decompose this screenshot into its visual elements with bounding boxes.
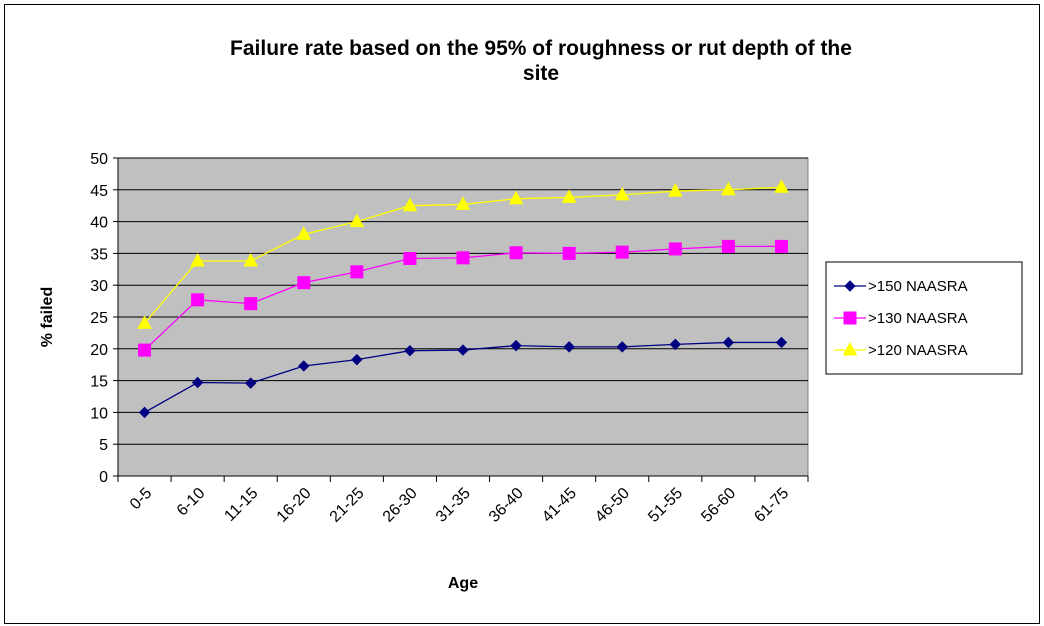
y-tick-label: 45 (90, 183, 108, 200)
data-point (455, 196, 471, 210)
y-tick-label: 30 (90, 278, 108, 295)
series-layer (137, 179, 789, 419)
y-tick-label: 20 (90, 342, 108, 359)
x-tick-label: 6-10 (174, 485, 209, 520)
y-tick-label: 40 (90, 215, 108, 232)
y-tick-label: 5 (99, 437, 108, 454)
x-tick-label: 61-75 (751, 485, 792, 526)
x-tick-label: 51-55 (645, 485, 686, 526)
data-point (562, 246, 576, 260)
y-tick-label: 35 (90, 246, 108, 263)
x-tick-label: 26-30 (380, 485, 421, 526)
data-point (296, 226, 312, 240)
data-point (138, 343, 152, 357)
y-tick-label: 15 (90, 374, 108, 391)
data-point (244, 377, 257, 389)
data-point (298, 360, 310, 372)
legend-label: >150 NAASRA (868, 278, 968, 295)
data-point (349, 213, 365, 228)
legend-label: >120 NAASRA (868, 342, 968, 359)
data-point (137, 315, 152, 329)
data-point (667, 183, 683, 197)
series-square (138, 239, 788, 357)
y-tick-labels: 0 5 10 15 20 25 30 35 40 45 50 (90, 151, 108, 486)
y-tick-label: 10 (90, 405, 108, 422)
data-point (350, 265, 364, 279)
data-point (508, 190, 524, 205)
data-point (191, 376, 204, 389)
x-axis-title: Age (448, 575, 478, 592)
data-point (297, 276, 311, 290)
legend: >150 NAASRA >130 NAASRA >120 NAASRA (825, 261, 1023, 375)
legend-label: >130 NAASRA (868, 310, 968, 327)
data-point (561, 189, 577, 203)
data-point (138, 406, 151, 419)
data-point (509, 246, 523, 260)
data-point (190, 252, 205, 267)
chart-title-line-1: Failure rate based on the 95% of roughne… (230, 37, 852, 60)
data-point (244, 297, 258, 311)
y-tick-label: 50 (90, 151, 108, 168)
data-point (563, 341, 575, 353)
x-tick-label: 36-40 (486, 485, 527, 526)
x-tick-label: 31-35 (433, 485, 474, 526)
data-point (403, 251, 417, 265)
data-point (457, 344, 469, 356)
series-triangle (137, 179, 789, 329)
y-axis-title: % failed (39, 287, 56, 347)
x-tick-label: 41-45 (539, 485, 580, 526)
data-point (456, 251, 470, 265)
data-point (614, 186, 630, 201)
y-tick-label: 0 (99, 469, 108, 486)
data-point (616, 341, 628, 353)
axes (117, 158, 809, 482)
legend-marker (844, 280, 856, 292)
chart-title-line-2: site (523, 62, 559, 85)
data-point (721, 181, 736, 196)
data-point (775, 336, 788, 349)
x-tick-label: 56-60 (698, 485, 739, 526)
y-tick-label: 25 (90, 310, 108, 327)
x-tick-label: 11-15 (221, 485, 261, 525)
data-point (774, 179, 789, 193)
x-tick-labels: 0-5 6-10 11-15 16-20 21-25 26-30 31-35 36-40 41-… (127, 485, 792, 526)
data-point (722, 336, 735, 349)
x-tick-label: 0-5 (127, 485, 155, 513)
data-point (402, 197, 418, 212)
data-point (668, 242, 682, 256)
series-diamond (138, 336, 788, 419)
x-tick-label: 16-20 (274, 485, 315, 526)
legend-marker (843, 311, 857, 325)
x-tick-label: 46-50 (592, 485, 633, 526)
data-point (351, 353, 363, 366)
data-point (243, 252, 259, 267)
x-tick-label: 21-25 (327, 485, 368, 526)
data-point (510, 339, 522, 352)
data-point (404, 345, 416, 357)
data-point (774, 239, 788, 253)
data-point (615, 245, 629, 259)
data-point (669, 338, 682, 351)
legend-marker (842, 341, 858, 356)
data-point (191, 293, 205, 307)
data-point (721, 239, 735, 253)
